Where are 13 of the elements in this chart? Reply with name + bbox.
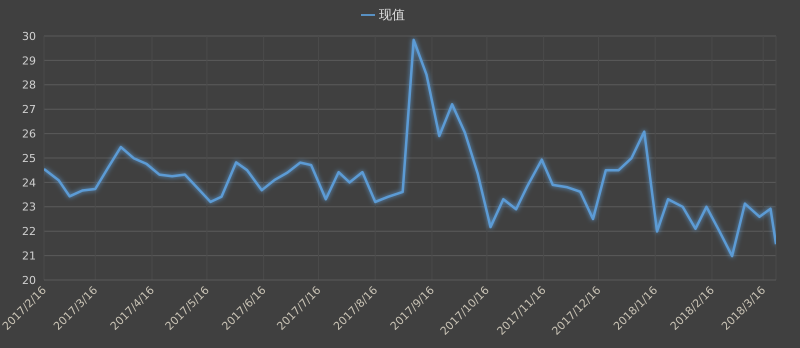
y-tick-label: 26 [22, 128, 36, 141]
y-tick-label: 21 [22, 250, 36, 263]
y-tick-label: 28 [22, 78, 36, 92]
legend-label: 现值 [379, 8, 405, 23]
y-tick-label: 24 [22, 176, 36, 190]
line-series [44, 38, 776, 258]
y-tick-label: 30 [22, 30, 36, 43]
y-tick-label: 27 [22, 103, 36, 116]
y-tick-label: 20 [22, 274, 36, 287]
y-tick-label: 29 [22, 54, 36, 68]
y-tick-label: 23 [22, 200, 36, 214]
y-tick-label: 25 [22, 152, 36, 165]
y-tick-label: 22 [22, 225, 36, 238]
